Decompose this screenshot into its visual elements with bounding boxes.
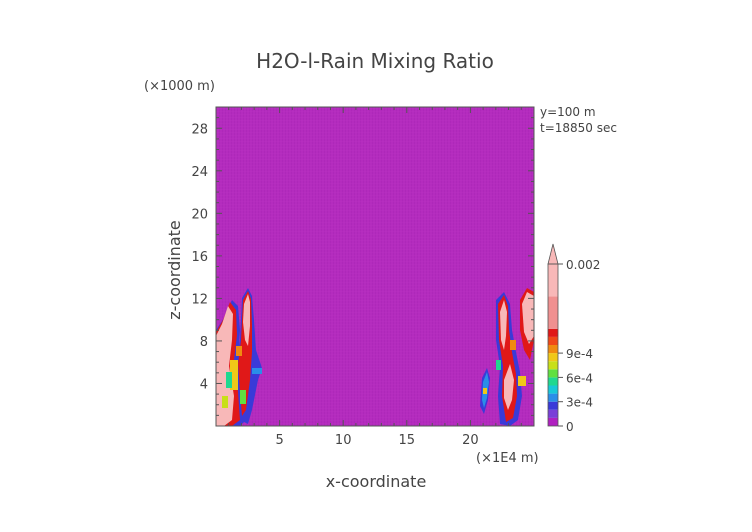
colorbar-label: 3e-4 bbox=[566, 396, 593, 410]
colorbar: 0 3e-4 6e-4 9e-4 0.002 bbox=[547, 243, 600, 434]
colorbar-swatch bbox=[548, 401, 558, 410]
x-axis-title: x-coordinate bbox=[326, 472, 427, 491]
rain-feature-small bbox=[480, 368, 490, 414]
rain-feature-left bbox=[216, 288, 262, 426]
colorbar-swatch bbox=[548, 345, 558, 354]
colorbar-swatch bbox=[548, 328, 558, 337]
x-tick-label: 10 bbox=[335, 433, 352, 448]
y-tick-label: 28 bbox=[191, 122, 208, 137]
y-unit-label: (×1000 m) bbox=[144, 79, 215, 94]
y-tick-label: 12 bbox=[191, 292, 208, 307]
chart-title: H2O-l-Rain Mixing Ratio bbox=[256, 49, 494, 73]
colorbar-swatch bbox=[548, 417, 558, 426]
y-axis-title: z-coordinate bbox=[165, 220, 184, 320]
colorbar-swatch bbox=[548, 336, 558, 345]
x-unit-label: (×1E4 m) bbox=[476, 451, 539, 466]
colorbar-swatch bbox=[548, 377, 558, 386]
colorbar-swatch bbox=[548, 353, 558, 362]
annotation-t: t=18850 sec bbox=[540, 121, 617, 135]
plot-area bbox=[216, 107, 534, 426]
x-tick-label: 5 bbox=[275, 433, 283, 448]
colorbar-frame bbox=[547, 263, 559, 427]
y-tick-label: 24 bbox=[191, 165, 208, 180]
colorbar-swatch bbox=[548, 361, 558, 370]
x-tick-label: 20 bbox=[462, 433, 479, 448]
y-tick-label: 16 bbox=[191, 250, 208, 265]
y-tick-label: 8 bbox=[200, 335, 208, 350]
colorbar-label: 9e-4 bbox=[566, 347, 593, 361]
colorbar-swatch bbox=[548, 393, 558, 402]
colorbar-swatch bbox=[548, 409, 558, 418]
colorbar-label: 0 bbox=[566, 420, 574, 434]
rain-feature-right bbox=[496, 288, 534, 426]
y-tick-label: 20 bbox=[191, 207, 208, 222]
colorbar-swatch bbox=[548, 385, 558, 394]
colorbar-label: 0.002 bbox=[566, 258, 600, 272]
colorbar-swatch bbox=[548, 264, 558, 297]
annotation-y: y=100 m bbox=[540, 105, 596, 119]
y-axis: 4 8 12 16 20 24 28 bbox=[191, 117, 534, 416]
colorbar-arrow bbox=[547, 243, 559, 265]
y-tick-label: 4 bbox=[200, 377, 208, 392]
heatmap-features bbox=[216, 288, 534, 426]
x-axis: 5 10 15 20 bbox=[228, 107, 522, 448]
colorbar-swatch bbox=[548, 369, 558, 378]
colorbar-label: 6e-4 bbox=[566, 371, 593, 385]
colorbar-swatch bbox=[548, 296, 558, 329]
x-tick-label: 15 bbox=[399, 433, 416, 448]
